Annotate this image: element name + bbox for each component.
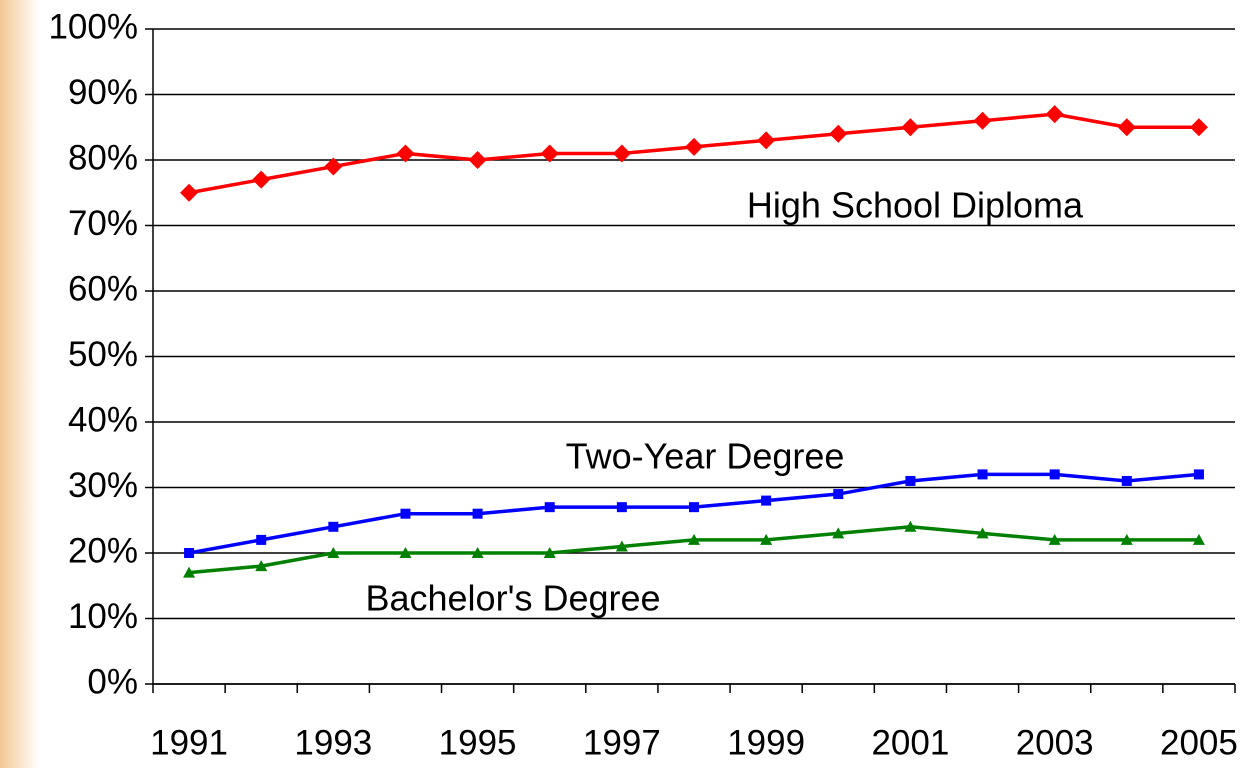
marker — [904, 520, 917, 532]
y-tick-label: 100% — [48, 7, 138, 46]
marker — [685, 137, 703, 156]
marker — [757, 131, 776, 150]
series-label: Bachelor's Degree — [365, 578, 660, 619]
x-tick-label: 2001 — [871, 723, 949, 762]
y-tick-label: 90% — [68, 73, 138, 112]
marker — [976, 527, 989, 539]
marker — [901, 118, 920, 137]
marker — [973, 111, 992, 130]
marker — [760, 533, 773, 545]
marker — [180, 183, 199, 202]
series-label: High School Diploma — [747, 185, 1084, 226]
marker — [829, 124, 848, 143]
y-tick-label: 0% — [87, 662, 138, 701]
marker — [832, 527, 845, 539]
marker — [540, 144, 559, 163]
marker — [256, 534, 267, 545]
marker — [1193, 469, 1204, 480]
marker — [252, 170, 271, 189]
marker — [400, 508, 411, 519]
marker — [1189, 118, 1208, 137]
x-tick-label: 2003 — [1016, 723, 1094, 762]
y-tick-label: 70% — [68, 204, 138, 243]
marker — [543, 547, 556, 558]
y-tick-label: 30% — [68, 466, 138, 505]
marker — [905, 475, 916, 486]
marker — [616, 502, 627, 513]
x-tick-label: 1997 — [583, 723, 661, 762]
marker — [612, 144, 631, 163]
series-label: Two-Year Degree — [566, 436, 845, 477]
marker — [468, 151, 487, 169]
marker — [327, 547, 340, 558]
marker — [1121, 475, 1132, 486]
marker — [544, 502, 555, 513]
marker — [1048, 533, 1061, 545]
marker — [977, 469, 988, 480]
x-tick-label: 1999 — [727, 723, 805, 762]
x-tick-label: 2005 — [1160, 723, 1238, 762]
marker — [324, 157, 343, 176]
marker — [328, 521, 339, 532]
background-strip — [0, 0, 40, 768]
marker — [1117, 118, 1136, 137]
marker — [1045, 105, 1064, 124]
x-tick-label: 1991 — [150, 723, 228, 762]
series-line — [188, 525, 1199, 575]
marker — [761, 495, 772, 506]
y-tick-label: 60% — [68, 269, 138, 308]
x-tick-label: 1993 — [294, 723, 372, 762]
marker — [183, 566, 196, 578]
y-tick-label: 80% — [68, 138, 138, 177]
marker — [1120, 533, 1133, 545]
marker — [1192, 533, 1205, 545]
marker — [471, 547, 484, 558]
marker — [615, 540, 628, 552]
marker — [472, 508, 483, 519]
marker — [255, 560, 268, 572]
y-tick-label: 20% — [68, 531, 138, 570]
marker — [184, 548, 195, 558]
y-tick-label: 10% — [68, 597, 138, 636]
y-tick-label: 40% — [68, 400, 138, 439]
marker — [399, 547, 412, 558]
marker — [689, 502, 699, 513]
marker — [396, 144, 415, 163]
x-tick-label: 1995 — [439, 723, 517, 762]
marker — [833, 489, 844, 500]
marker — [688, 533, 700, 545]
y-tick-label: 50% — [68, 335, 138, 374]
marker — [1049, 469, 1060, 480]
